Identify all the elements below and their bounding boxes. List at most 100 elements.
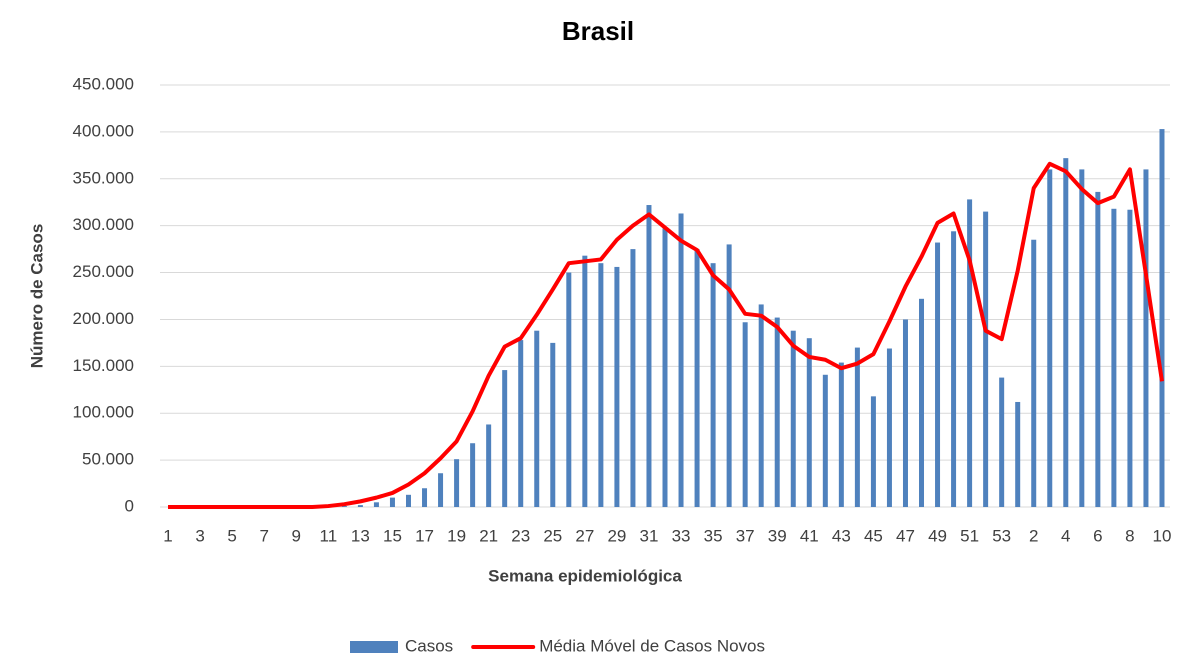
y-tick-label: 450.000: [73, 74, 134, 93]
x-tick-label: 5: [227, 526, 236, 545]
bar: [870, 396, 876, 507]
x-tick-label: 33: [672, 526, 691, 545]
bar: [726, 244, 732, 507]
x-tick-label: 7: [259, 526, 268, 545]
bar: [886, 348, 892, 507]
chart-title: Brasil: [562, 16, 634, 46]
x-tick-label: 49: [928, 526, 947, 545]
bar: [1159, 129, 1165, 507]
legend-label: Casos: [405, 636, 453, 655]
x-tick-label: 19: [447, 526, 466, 545]
x-tick-label: 3: [195, 526, 204, 545]
y-axis-label: Número de Casos: [27, 224, 46, 369]
bar: [630, 249, 636, 507]
y-tick-label: 200.000: [73, 309, 134, 328]
bar: [582, 255, 588, 507]
bar: [983, 211, 989, 507]
bar: [678, 213, 684, 507]
legend-swatch: [350, 641, 398, 653]
x-tick-label: 47: [896, 526, 915, 545]
x-tick-label: 27: [575, 526, 594, 545]
bar: [822, 374, 828, 507]
bar: [357, 505, 363, 507]
x-tick-label: 9: [292, 526, 301, 545]
bar: [935, 242, 941, 507]
bar: [1063, 158, 1069, 507]
bar: [854, 347, 860, 507]
y-tick-label: 350.000: [73, 168, 134, 187]
bar: [1015, 401, 1021, 507]
bar: [454, 459, 460, 507]
x-tick-label: 51: [960, 526, 979, 545]
bar: [1143, 169, 1149, 507]
bar: [1127, 209, 1133, 508]
x-tick-label: 6: [1093, 526, 1102, 545]
line: [168, 161, 1164, 509]
bar: [1111, 208, 1117, 507]
bar: [534, 330, 540, 507]
x-tick-label: 35: [704, 526, 723, 545]
x-tick-label: 25: [543, 526, 562, 545]
bar: [646, 205, 652, 507]
bar: [389, 497, 395, 507]
bar: [919, 298, 925, 507]
bar: [902, 319, 908, 507]
x-tick-label: 13: [351, 526, 370, 545]
y-tick-label: 0: [125, 496, 134, 515]
x-tick-label: 53: [992, 526, 1011, 545]
bar: [774, 317, 780, 507]
x-tick-label: 31: [640, 526, 659, 545]
x-tick-label: 37: [736, 526, 755, 545]
bar: [405, 494, 411, 507]
bar: [694, 249, 700, 507]
x-tick-label: 8: [1125, 526, 1134, 545]
bar: [951, 231, 957, 507]
y-tick-label: 50.000: [82, 450, 134, 469]
x-tick-label: 29: [607, 526, 626, 545]
bar: [438, 473, 444, 507]
bar: [518, 340, 524, 507]
bar: [566, 272, 572, 507]
x-tick-label: 15: [383, 526, 402, 545]
x-tick-label: 21: [479, 526, 498, 545]
bar: [1095, 191, 1101, 507]
x-tick-label: 1: [163, 526, 172, 545]
x-tick-label: 4: [1061, 526, 1070, 545]
bar: [999, 377, 1005, 507]
bar: [341, 506, 347, 507]
y-tick-label: 300.000: [73, 215, 134, 234]
x-tick-label: 41: [800, 526, 819, 545]
bar: [1079, 169, 1085, 507]
bar: [422, 488, 428, 507]
x-tick-label: 39: [768, 526, 787, 545]
bar: [502, 370, 508, 507]
y-tick-label: 100.000: [73, 403, 134, 422]
x-tick-label: 2: [1029, 526, 1038, 545]
y-tick-label: 150.000: [73, 356, 134, 375]
bar: [662, 228, 668, 508]
bar: [710, 263, 716, 507]
x-tick-label: 10: [1153, 526, 1172, 545]
x-tick-label: 45: [864, 526, 883, 545]
bar: [758, 304, 764, 507]
bar: [598, 263, 604, 507]
bar: [470, 443, 476, 507]
legend-label: Média Móvel de Casos Novos: [539, 636, 765, 655]
bar: [486, 424, 492, 507]
x-tick-label: 43: [832, 526, 851, 545]
bar: [742, 322, 748, 507]
bar: [550, 342, 556, 507]
x-tick-label: 17: [415, 526, 434, 545]
y-tick-label: 400.000: [73, 121, 134, 140]
x-tick-label: 11: [320, 526, 338, 545]
bar: [614, 266, 620, 507]
bar: [1031, 239, 1037, 507]
x-tick-label: 23: [511, 526, 530, 545]
bar: [1047, 169, 1053, 507]
y-tick-label: 250.000: [73, 262, 134, 281]
bar: [790, 330, 796, 507]
x-axis-label: Semana epidemiológica: [488, 566, 682, 585]
bar: [838, 362, 844, 507]
bar: [373, 502, 379, 507]
